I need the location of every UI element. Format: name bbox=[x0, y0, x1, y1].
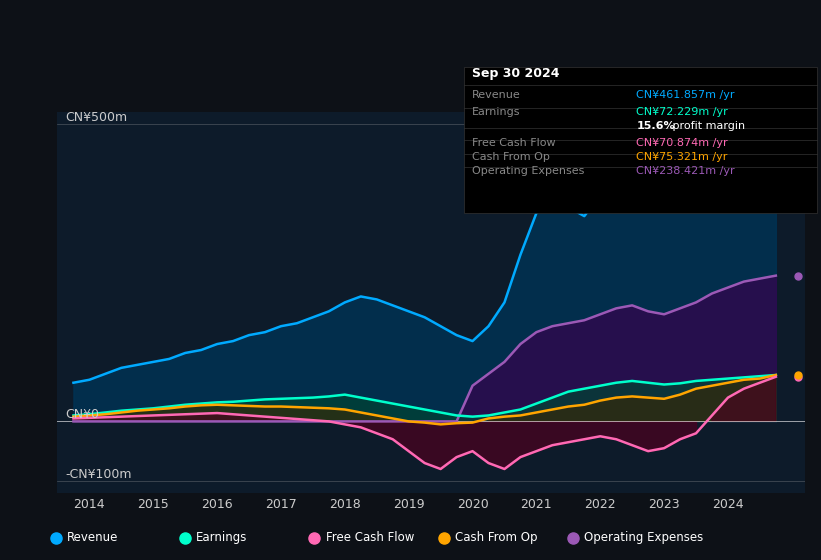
Text: CN¥70.874m /yr: CN¥70.874m /yr bbox=[636, 138, 728, 148]
Text: Revenue: Revenue bbox=[472, 90, 521, 100]
Text: CN¥461.857m /yr: CN¥461.857m /yr bbox=[636, 90, 735, 100]
Text: CN¥500m: CN¥500m bbox=[65, 111, 127, 124]
Text: Operating Expenses: Operating Expenses bbox=[585, 531, 704, 544]
Text: Cash From Op: Cash From Op bbox=[472, 152, 550, 162]
Text: Free Cash Flow: Free Cash Flow bbox=[325, 531, 414, 544]
Text: Sep 30 2024: Sep 30 2024 bbox=[472, 67, 560, 80]
Text: Earnings: Earnings bbox=[196, 531, 248, 544]
Text: Free Cash Flow: Free Cash Flow bbox=[472, 138, 556, 148]
Text: CN¥75.321m /yr: CN¥75.321m /yr bbox=[636, 152, 727, 162]
Text: CN¥238.421m /yr: CN¥238.421m /yr bbox=[636, 166, 735, 176]
Text: Earnings: Earnings bbox=[472, 107, 521, 117]
Text: CN¥72.229m /yr: CN¥72.229m /yr bbox=[636, 107, 728, 117]
Text: Operating Expenses: Operating Expenses bbox=[472, 166, 585, 176]
Text: CN¥0: CN¥0 bbox=[65, 408, 99, 421]
Text: Cash From Op: Cash From Op bbox=[455, 531, 537, 544]
Text: 15.6%: 15.6% bbox=[636, 121, 675, 131]
Text: Revenue: Revenue bbox=[67, 531, 118, 544]
Text: profit margin: profit margin bbox=[669, 121, 745, 131]
Text: -CN¥100m: -CN¥100m bbox=[65, 468, 131, 481]
